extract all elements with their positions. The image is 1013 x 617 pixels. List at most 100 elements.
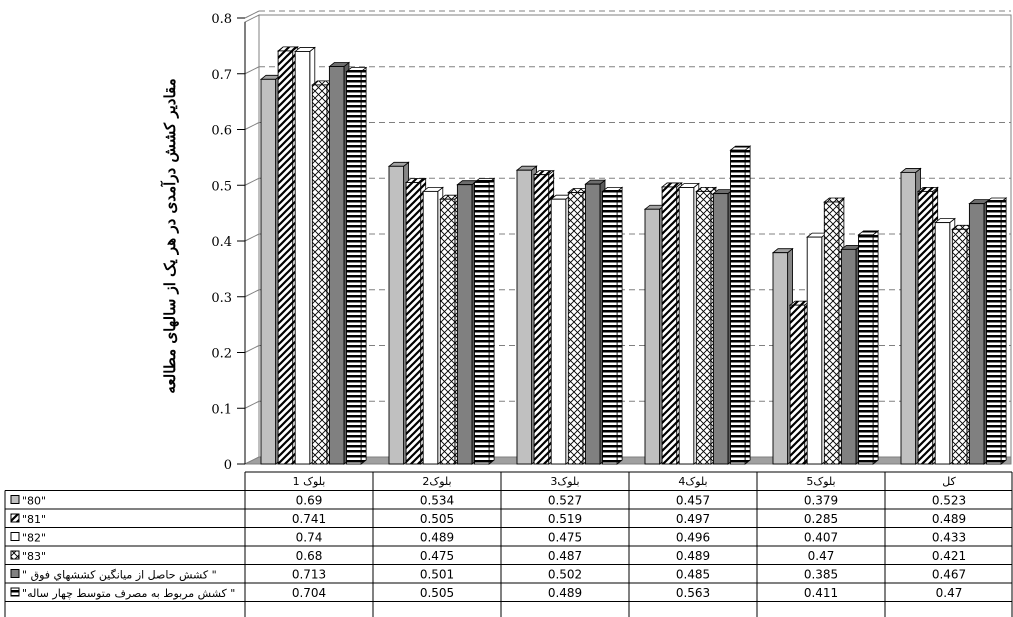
gridline-side bbox=[244, 10, 260, 19]
bar-side bbox=[616, 186, 623, 465]
gridline-side bbox=[244, 233, 260, 242]
table-row: "80" 0.69 0.534 0.527 0.457 0.379 0.523 bbox=[10, 494, 966, 508]
gridline-side bbox=[244, 122, 260, 130]
table-cell: 0.534 bbox=[420, 494, 454, 508]
table-cell: 0.421 bbox=[932, 549, 966, 563]
table-cell: 0.489 bbox=[548, 586, 582, 600]
legend-swatch bbox=[10, 513, 20, 523]
bar-4-5 bbox=[968, 198, 991, 465]
table-cell: 0.489 bbox=[420, 531, 454, 545]
table-cell: 0.47 bbox=[808, 549, 835, 563]
bar-front bbox=[405, 182, 422, 465]
bar-front bbox=[439, 198, 456, 465]
table-cell: 0.74 bbox=[296, 531, 323, 545]
table-cell: 0.505 bbox=[420, 512, 454, 526]
table-cell: 0.379 bbox=[804, 494, 838, 508]
y-tick-label: 0.5 bbox=[211, 179, 232, 194]
bar-side bbox=[488, 177, 495, 465]
table-cell: 0.527 bbox=[548, 494, 582, 508]
table-cell: 0.47 bbox=[936, 586, 963, 600]
y-tick-label: 0.3 bbox=[211, 291, 232, 306]
table-cell: 0.741 bbox=[292, 512, 326, 526]
bar-front bbox=[986, 201, 1002, 465]
bar-front bbox=[277, 50, 294, 465]
table-row: " کشش حاصل از میانگین کششهاي فوق " 0.713 0… bbox=[10, 568, 966, 582]
bar-5-3 bbox=[729, 145, 752, 465]
table-cell: 0.704 bbox=[292, 586, 326, 600]
bar-1-5 bbox=[916, 186, 939, 465]
table-cell: 0.69 bbox=[296, 494, 323, 508]
table-cell: 0.485 bbox=[676, 568, 710, 582]
bar-5-0 bbox=[345, 66, 368, 465]
bar-5-2 bbox=[601, 186, 624, 465]
bar-front bbox=[772, 252, 789, 465]
legend-swatch bbox=[10, 495, 20, 504]
table-cell: 0.407 bbox=[804, 531, 838, 545]
category-label-1: بلوک2 bbox=[422, 475, 451, 488]
table-cell: 0.285 bbox=[804, 512, 838, 526]
bar-front bbox=[968, 203, 985, 465]
bar-front bbox=[695, 190, 712, 465]
legend-swatch bbox=[10, 532, 20, 541]
legend-swatch bbox=[10, 550, 20, 560]
back-wall bbox=[258, 14, 1012, 458]
bar-front bbox=[712, 193, 729, 465]
legend-label: " کشش حاصل از میانگین کششهاي فوق " bbox=[22, 569, 217, 582]
bar-front bbox=[951, 228, 968, 465]
bar-front bbox=[900, 171, 917, 465]
category-label-5: کل bbox=[942, 475, 956, 488]
table-cell: 0.475 bbox=[548, 531, 582, 545]
y-tick-label: 0.4 bbox=[211, 235, 232, 250]
bar-front bbox=[533, 174, 550, 465]
category-label-4: بلوک5 bbox=[806, 475, 835, 488]
y-axis-title: مقادیر کشش درآمدی در هر یک از سالهای مطا… bbox=[161, 78, 179, 394]
bar-front bbox=[388, 165, 405, 465]
bar-front bbox=[328, 66, 345, 465]
table-cell: 0.68 bbox=[296, 549, 323, 563]
legend-label: "83" bbox=[22, 550, 46, 563]
y-tick-label: 0.8 bbox=[211, 12, 232, 27]
bar-5-4 bbox=[857, 230, 880, 465]
category-label-2: بلوک3 bbox=[550, 475, 579, 488]
legend-swatch bbox=[10, 569, 20, 578]
bar-front bbox=[260, 78, 277, 465]
legend-label: "81" bbox=[22, 513, 46, 526]
bar-front bbox=[602, 190, 618, 465]
legend-label: "80" bbox=[22, 495, 46, 508]
bar-side bbox=[1000, 197, 1007, 465]
bar-front bbox=[516, 169, 533, 465]
gridline-side bbox=[244, 177, 260, 186]
y-tick-label: 0.1 bbox=[211, 402, 232, 417]
table-cell: 0.475 bbox=[420, 549, 454, 563]
bar-front bbox=[661, 186, 678, 465]
table-cell: 0.411 bbox=[804, 586, 838, 600]
bar-front bbox=[346, 71, 362, 465]
table-cell: 0.385 bbox=[804, 568, 838, 582]
bar-5-1 bbox=[473, 177, 496, 465]
table-row: "81" 0.741 0.505 0.519 0.497 0.285 0.489 bbox=[10, 512, 966, 526]
table-cell: 0.563 bbox=[676, 586, 710, 600]
bar-front bbox=[917, 190, 934, 465]
gridline-side bbox=[244, 345, 260, 353]
table-row: "83" 0.68 0.475 0.487 0.489 0.47 0.421 bbox=[10, 549, 966, 563]
bar-front bbox=[730, 149, 746, 465]
legend-swatch bbox=[10, 587, 20, 597]
table-cell: 0.433 bbox=[932, 531, 966, 545]
y-tick-label: 0 bbox=[224, 458, 232, 473]
bar-front bbox=[550, 198, 567, 465]
table-row: "کشش مربوط به مصرف متوسط چهار ساله " 0.70… bbox=[10, 586, 963, 600]
bar-front bbox=[858, 234, 874, 465]
bar-front bbox=[474, 182, 490, 465]
category-label-3: بلوک4 bbox=[678, 475, 707, 488]
y-tick-label: 0.7 bbox=[211, 68, 232, 83]
table-cell: 0.489 bbox=[932, 512, 966, 526]
bar-front bbox=[678, 187, 695, 465]
bar-front bbox=[567, 192, 584, 465]
table-cell: 0.496 bbox=[676, 531, 710, 545]
table-row: "82" 0.74 0.489 0.475 0.496 0.407 0.433 bbox=[10, 531, 966, 545]
category-label-0: بلوک 1 bbox=[293, 475, 326, 488]
table-cell: 0.523 bbox=[932, 494, 966, 508]
y-tick-label: 0.2 bbox=[211, 347, 232, 362]
bar-front bbox=[294, 51, 311, 465]
